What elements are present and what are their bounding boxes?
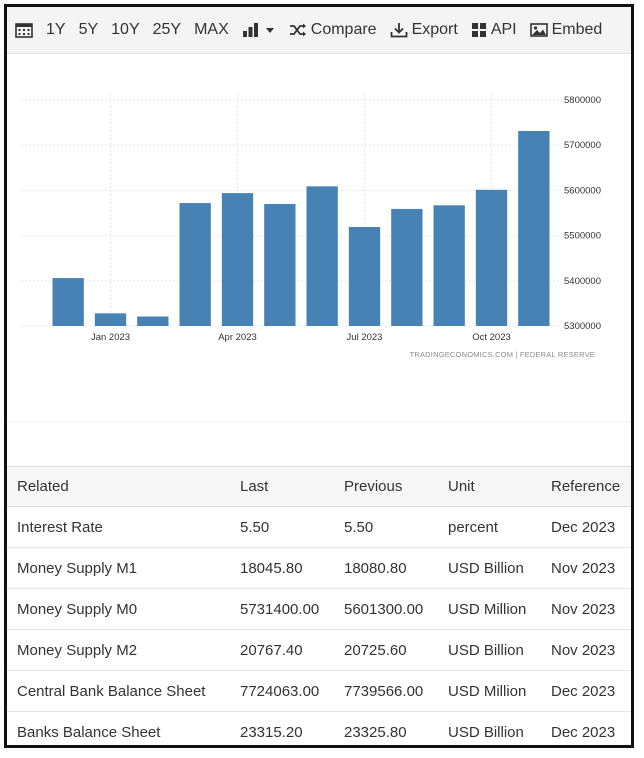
export-label: Export	[411, 21, 458, 38]
bar-2023-02[interactable]	[137, 316, 169, 326]
compare-label: Compare	[310, 21, 377, 38]
caret-down-icon	[265, 28, 274, 33]
reference-value: Dec 2023	[541, 670, 631, 712]
related-table-container: Related Last Previous Unit Reference Int…	[7, 466, 631, 746]
last-value: 18045.80	[230, 547, 334, 589]
unit-value: USD Billion	[448, 723, 524, 741]
bars	[52, 131, 550, 326]
bar-chart-icon	[242, 23, 258, 37]
calendar-icon	[15, 23, 33, 38]
reference-value: Dec 2023	[541, 506, 631, 548]
header-unit: Unit	[438, 466, 541, 507]
table-row: Money Supply M1 18045.80 18080.80 USD Bi…	[7, 547, 631, 589]
window-frame: 1Y 5Y 10Y 25Y MAX Compa	[4, 4, 634, 748]
table-row: Central Bank Balance Sheet 7724063.00 77…	[7, 670, 631, 712]
previous-value: 20725.60	[334, 629, 438, 671]
y-axis-labels: 5800000 5700000 5600000 5500000 5400000 53000…	[564, 95, 601, 332]
chart-type-dropdown[interactable]	[242, 22, 276, 38]
range-1y-button[interactable]: 1Y	[46, 21, 66, 38]
y-tick-label: 5300000	[564, 321, 601, 332]
unit-value: USD Million	[438, 670, 541, 712]
bar-2023-11[interactable]	[518, 131, 550, 326]
bar-2023-09[interactable]	[433, 205, 465, 326]
bar-2023-04[interactable]	[221, 193, 254, 326]
chart-toolbar: 1Y 5Y 10Y 25Y MAX Compa	[7, 7, 631, 54]
header-reference: Reference	[541, 466, 631, 507]
previous-value: 18080.80	[334, 547, 438, 589]
header-related: Related	[7, 466, 230, 507]
table-row: Banks Balance Sheet 23315.20 23325.80 US…	[7, 712, 631, 746]
bar-2022-12[interactable]	[52, 278, 84, 326]
x-axis-labels: Jan 2023 Apr 2023 Jul 2023 Oct 2023	[91, 332, 511, 343]
last-value: 23315.20	[240, 723, 303, 741]
table-row: Money Supply M0 5731400.00 5601300.00 US…	[7, 588, 631, 630]
download-icon	[390, 23, 407, 38]
compare-button[interactable]: Compare	[289, 21, 377, 39]
bar-2023-07[interactable]	[348, 227, 381, 326]
related-link[interactable]: Central Bank Balance Sheet	[7, 670, 230, 712]
unit-value: USD Billion	[438, 629, 541, 671]
related-link[interactable]: Money Supply M1	[7, 547, 230, 589]
related-link[interactable]: Banks Balance Sheet	[17, 723, 161, 741]
previous-value: 5601300.00	[334, 588, 438, 630]
y-tick-label: 5800000	[564, 95, 601, 106]
grid-icon	[471, 23, 486, 37]
range-5y-button[interactable]: 5Y	[78, 21, 99, 38]
related-table: Related Last Previous Unit Reference Int…	[7, 466, 631, 746]
x-tick-label: Oct 2023	[472, 332, 511, 343]
last-value: 20767.40	[230, 629, 334, 671]
export-button[interactable]: Export	[390, 21, 458, 39]
previous-value: 23325.80	[344, 723, 407, 741]
y-tick-label: 5400000	[564, 276, 601, 287]
last-value: 7724063.00	[230, 670, 334, 712]
y-tick-label: 5600000	[564, 185, 601, 196]
reference-value: Nov 2023	[541, 547, 631, 589]
x-tick-label: Jan 2023	[91, 332, 130, 343]
y-tick-label: 5500000	[564, 231, 601, 242]
header-previous: Previous	[334, 466, 438, 507]
x-tick-label: Jul 2023	[347, 332, 383, 343]
bar-chart: Jan 2023 Apr 2023 Jul 2023 Oct 2023 5800000…	[7, 94, 631, 423]
last-value: 5.50	[230, 506, 334, 548]
header-last: Last	[230, 466, 334, 507]
unit-value: USD Billion	[438, 547, 541, 589]
api-label: API	[490, 21, 517, 38]
related-link[interactable]: Money Supply M0	[7, 588, 230, 630]
related-link[interactable]: Money Supply M2	[7, 629, 230, 671]
previous-value: 5.50	[334, 506, 438, 548]
reference-value: Nov 2023	[541, 629, 631, 671]
reference-value: Dec 2023	[551, 723, 616, 741]
range-max-button[interactable]: MAX	[194, 21, 229, 38]
x-tick-label: Apr 2023	[218, 332, 257, 343]
bar-2023-03[interactable]	[179, 203, 211, 326]
chart-area: Jan 2023 Apr 2023 Jul 2023 Oct 2023 5800000…	[7, 54, 631, 466]
embed-button[interactable]: Embed	[529, 21, 603, 39]
last-value: 5731400.00	[230, 588, 334, 630]
y-tick-label: 5700000	[564, 140, 601, 151]
unit-value: percent	[438, 506, 541, 548]
previous-value: 7739566.00	[334, 670, 438, 712]
source-label: TRADINGECONOMICS.COM | FEDERAL RESERVE	[410, 350, 595, 359]
table-row: Interest Rate 5.50 5.50 percent Dec 2023	[7, 506, 631, 548]
bar-2023-10[interactable]	[475, 189, 508, 326]
bar-2023-01[interactable]	[94, 313, 127, 326]
bar-2023-06[interactable]	[306, 186, 338, 326]
image-icon	[529, 23, 548, 37]
related-link[interactable]: Interest Rate	[7, 506, 230, 548]
embed-label: Embed	[551, 21, 603, 38]
range-10y-button[interactable]: 10Y	[111, 21, 140, 38]
shuffle-icon	[289, 23, 306, 37]
table-row: Money Supply M2 20767.40 20725.60 USD Bi…	[7, 629, 631, 671]
calendar-button[interactable]	[15, 22, 33, 38]
bar-2023-05[interactable]	[264, 203, 296, 326]
table-header-row: Related Last Previous Unit Reference	[7, 466, 631, 507]
api-button[interactable]: API	[471, 21, 517, 39]
reference-value: Nov 2023	[541, 588, 631, 630]
unit-value: USD Million	[438, 588, 541, 630]
bar-2023-08[interactable]	[391, 208, 423, 326]
range-25y-button[interactable]: 25Y	[152, 21, 182, 38]
